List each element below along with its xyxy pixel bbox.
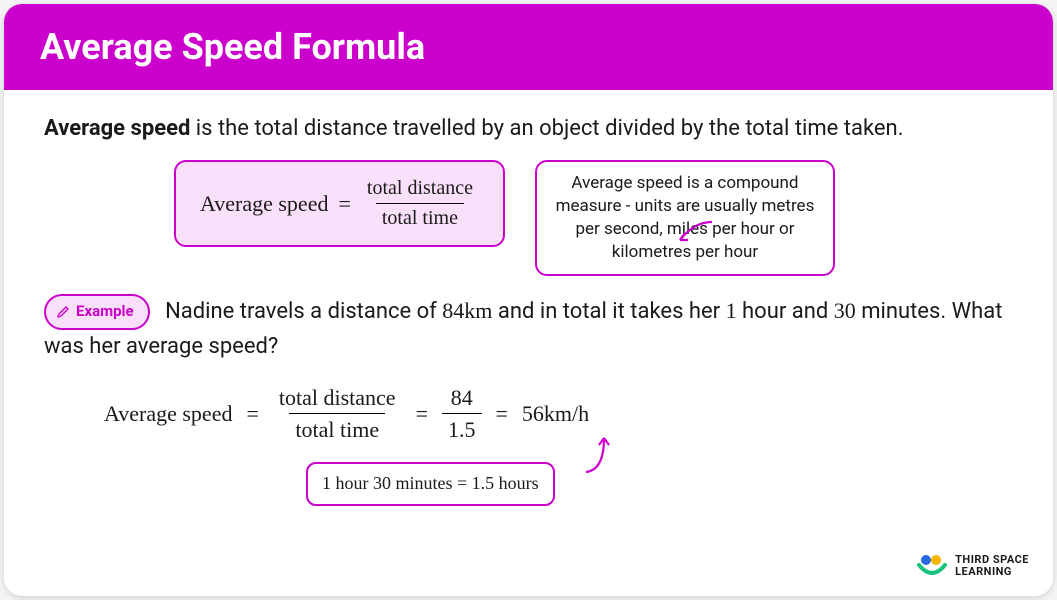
formula-row: Average speed = total distance total tim… — [174, 160, 1013, 276]
definition-line: Average speed is the total distance trav… — [44, 112, 1013, 146]
conversion-arrow-icon — [582, 430, 610, 474]
lesson-card: Average Speed Formula Average speed is t… — [4, 4, 1053, 596]
definition-text: is the total distance travelled by an ob… — [190, 116, 903, 141]
solution-num2: 84 — [445, 384, 479, 414]
example-v1: 84km — [442, 298, 492, 323]
brand-line2: LEARNING — [955, 566, 1029, 578]
example-question: Nadine travels a distance of 84km and in… — [44, 299, 1002, 359]
header-bar: Average Speed Formula — [4, 4, 1053, 90]
time-conversion-box: 1 hour 30 minutes = 1.5 hours — [306, 462, 555, 506]
example-badge-label: Example — [76, 300, 134, 323]
page-title: Average Speed Formula — [40, 26, 425, 68]
units-note-text: Average speed is a compound measure - un… — [556, 173, 815, 262]
solution-eq1: = — [246, 397, 258, 431]
brand-badge: THIRD SPACE LEARNING — [917, 554, 1029, 578]
formula-fraction: total distance total time — [361, 176, 479, 231]
solution-fraction-1: total distance total time — [273, 384, 402, 444]
example-t3: hour and — [737, 299, 834, 324]
content-area: Average speed is the total distance trav… — [4, 90, 1053, 464]
formula-eq: = — [338, 187, 350, 221]
example-v2: 1 — [726, 298, 737, 323]
pencil-icon — [56, 305, 70, 319]
example-t2: and in total it takes her — [492, 299, 725, 324]
solution-num1: total distance — [273, 384, 402, 414]
solution-result: 56km/h — [522, 397, 589, 431]
solution-eq2: = — [416, 397, 428, 431]
formula-box: Average speed = total distance total tim… — [174, 160, 505, 247]
example-badge: Example — [44, 294, 150, 329]
definition-term: Average speed — [44, 116, 190, 141]
formula-lhs: Average speed — [200, 187, 328, 221]
formula-numerator: total distance — [361, 176, 479, 203]
units-note-box: Average speed is a compound measure - un… — [535, 160, 835, 276]
solution-fraction-2: 84 1.5 — [442, 384, 482, 444]
brand-text: THIRD SPACE LEARNING — [955, 554, 1029, 578]
time-conversion-text: 1 hour 30 minutes = 1.5 hours — [322, 473, 539, 493]
solution-den2: 1.5 — [442, 413, 482, 444]
solution-den1: total time — [289, 413, 385, 444]
example-block: Example Nadine travels a distance of 84k… — [44, 294, 1013, 364]
brand-logo-icon — [917, 555, 947, 577]
formula-denominator: total time — [376, 203, 464, 231]
example-t1: Nadine travels a distance of — [165, 299, 442, 324]
solution-eq3: = — [496, 397, 508, 431]
solution-row: Average speed = total distance total tim… — [104, 384, 1013, 444]
example-v3: 30 — [834, 298, 856, 323]
solution-lhs: Average speed — [104, 397, 232, 431]
